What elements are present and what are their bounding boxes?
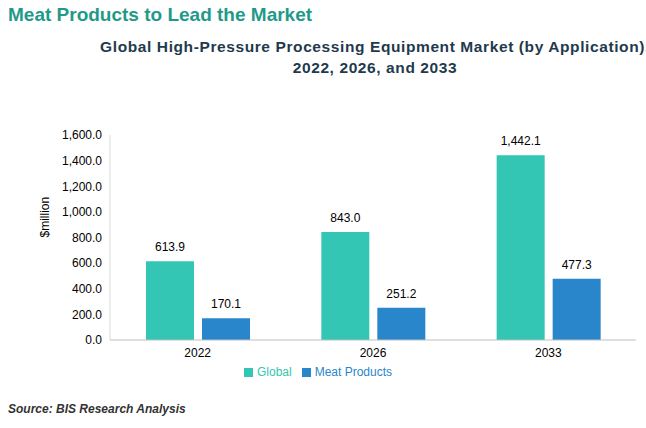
svg-text:477.3: 477.3 bbox=[562, 258, 592, 272]
html-text:Global: Global bbox=[257, 365, 292, 379]
svg-text:400.0: 400.0 bbox=[72, 282, 102, 296]
svg-text:1,400.0: 1,400.0 bbox=[62, 154, 102, 168]
svg-text:1,200.0: 1,200.0 bbox=[62, 180, 102, 194]
svg-text:2033: 2033 bbox=[535, 346, 562, 360]
html-text:Source: BIS Research Analysis: Source: BIS Research Analysis bbox=[8, 402, 186, 416]
svg-text:613.9: 613.9 bbox=[155, 240, 185, 254]
svg-text:800.0: 800.0 bbox=[72, 231, 102, 245]
svg-text:2022: 2022 bbox=[184, 346, 211, 360]
svg-text:251.2: 251.2 bbox=[386, 287, 416, 301]
svg-text:200.0: 200.0 bbox=[72, 308, 102, 322]
svg-text:843.0: 843.0 bbox=[330, 211, 360, 225]
svg-text:600.0: 600.0 bbox=[72, 256, 102, 270]
svg-text:1,442.1: 1,442.1 bbox=[501, 134, 541, 148]
svg-text:2026: 2026 bbox=[360, 346, 387, 360]
svg-text:1,000.0: 1,000.0 bbox=[62, 205, 102, 219]
svg-text:170.1: 170.1 bbox=[211, 297, 241, 311]
html-text:Meat Products: Meat Products bbox=[314, 365, 392, 379]
svg-text:0.0: 0.0 bbox=[85, 333, 102, 347]
svg-text:1,600.0: 1,600.0 bbox=[62, 128, 102, 142]
html-text:Meat Products to Lead the Mark: Meat Products to Lead the Market bbox=[8, 4, 313, 25]
svg-text:$million: $million bbox=[38, 197, 52, 238]
